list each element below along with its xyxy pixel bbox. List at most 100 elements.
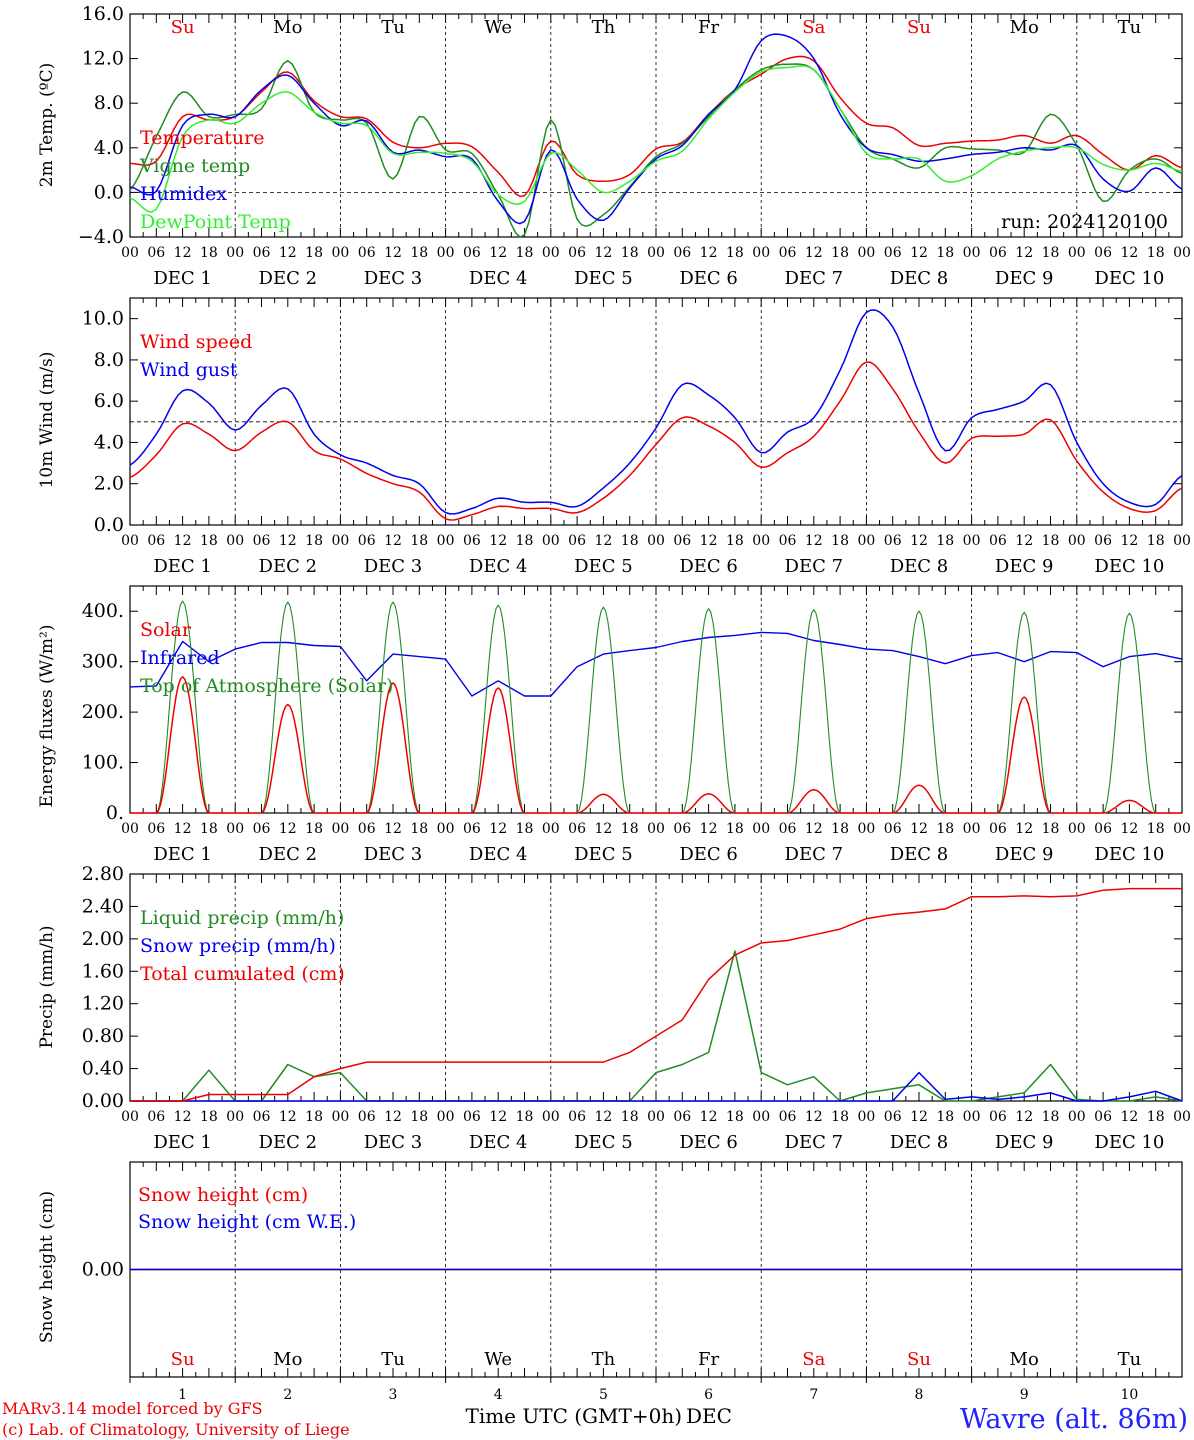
- x-hour-label: 00: [752, 1109, 770, 1125]
- x-hour-label: 18: [1042, 821, 1060, 837]
- x-hour-label: 12: [489, 245, 507, 261]
- x-hour-label: 12: [910, 1109, 928, 1125]
- x-hour-label: 00: [647, 245, 665, 261]
- x-hour-label: 12: [910, 245, 928, 261]
- x-hour-label: 00: [752, 245, 770, 261]
- x-hour-label: 12: [805, 1109, 823, 1125]
- plot-frame: [129, 13, 1183, 238]
- x-date-label: DEC 6: [679, 844, 738, 865]
- x-hour-label: 18: [1147, 533, 1165, 549]
- weekday-label: We: [484, 17, 512, 38]
- x-date-label: DEC 8: [890, 556, 949, 577]
- x-hour-label: 06: [463, 821, 481, 837]
- x-hour-label: 12: [384, 1109, 402, 1125]
- x-date-label: DEC 2: [259, 844, 318, 865]
- x-hour-label: 06: [147, 821, 165, 837]
- x-hour-label: 18: [1042, 1109, 1060, 1125]
- x-hour-label: 12: [594, 533, 612, 549]
- y-tick-label: 2.0: [94, 473, 124, 495]
- x-hour-label: 18: [410, 821, 428, 837]
- x-hour-label: 00: [857, 533, 875, 549]
- weekday-label: Sa: [802, 17, 825, 38]
- energy-panel: 0. 100. 200. 300. 400. 00 06 12 18 DEC 1 00 06 12 18 D…: [82, 585, 1191, 865]
- x-date-label: DEC 9: [995, 556, 1054, 577]
- x-date-label: DEC 4: [469, 268, 528, 289]
- wind-y-label: 10m Wind (m/s): [37, 352, 57, 489]
- x-hour-label: 12: [279, 821, 297, 837]
- x-hour-label: 06: [989, 1109, 1007, 1125]
- snow-y-label: Snow height (cm): [37, 1191, 57, 1343]
- y-tick-label: 2.40: [82, 895, 124, 917]
- x-date-label: DEC 2: [259, 556, 318, 577]
- x-hour-label: 18: [621, 533, 639, 549]
- x-day-number: 3: [389, 1387, 398, 1403]
- x-date-label: DEC 1: [153, 556, 212, 577]
- legend-liquid-precip: Liquid precip (mm/h): [140, 907, 344, 929]
- x-hour-label: 18: [516, 533, 534, 549]
- x-hour-label: 00: [647, 821, 665, 837]
- x-hour-label: 18: [305, 821, 323, 837]
- legend-snow-precip: Snow precip (mm/h): [140, 935, 336, 957]
- legend-toa-solar: Top of Atmosphere (Solar): [140, 675, 393, 697]
- precip-y-label: Precip (mm/h): [37, 925, 57, 1048]
- x-hour-label: 18: [305, 1109, 323, 1125]
- x-hour-label: 06: [463, 533, 481, 549]
- x-hour-label: 12: [594, 245, 612, 261]
- x-hour-label: 12: [1120, 533, 1138, 549]
- x-date-label: DEC 5: [574, 556, 633, 577]
- x-hour-label: 06: [358, 1109, 376, 1125]
- y-tick-label: 10.0: [82, 308, 124, 330]
- y-tick-label: 12.0: [82, 48, 124, 70]
- x-date-label: DEC 1: [153, 1132, 212, 1153]
- x-hour-label: 12: [594, 1109, 612, 1125]
- x-hour-label: 18: [621, 245, 639, 261]
- x-hour-label: 00: [1173, 1109, 1191, 1125]
- x-hour-label: 00: [1173, 821, 1191, 837]
- model-credit: MARv3.14 model forced by GFS: [2, 1399, 263, 1418]
- x-hour-label: 18: [621, 821, 639, 837]
- series-line-dewpoint-temp: [129, 65, 1183, 213]
- x-hour-label: 00: [1173, 533, 1191, 549]
- x-hour-label: 18: [516, 1109, 534, 1125]
- x-hour-label: 18: [305, 533, 323, 549]
- x-hour-label: 06: [253, 1109, 271, 1125]
- x-hour-label: 12: [174, 245, 192, 261]
- x-hour-label: 06: [568, 533, 586, 549]
- x-hour-label: 00: [542, 533, 560, 549]
- series-line-vigne-temp: [129, 60, 1183, 238]
- x-hour-label: 06: [568, 1109, 586, 1125]
- x-hour-label: 18: [200, 533, 218, 549]
- x-date-label: DEC 6: [679, 268, 738, 289]
- x-hour-label: 06: [673, 1109, 691, 1125]
- x-hour-label: 12: [1015, 533, 1033, 549]
- y-tick-label: 2.80: [82, 863, 124, 885]
- temperature-y-label: 2m Temp. (ºC): [37, 63, 57, 188]
- x-date-label: DEC 3: [364, 844, 423, 865]
- y-tick-label: 6.0: [94, 390, 124, 412]
- x-date-label: DEC 7: [785, 844, 844, 865]
- x-hour-label: 00: [331, 533, 349, 549]
- series-line-total-cumulated-cm: [130, 887, 1182, 1102]
- legend-snow-height: Snow height (cm): [138, 1184, 308, 1206]
- x-hour-label: 06: [253, 245, 271, 261]
- x-day-number: 2: [283, 1387, 292, 1403]
- weekday-label: Fr: [698, 1349, 719, 1370]
- weekday-label: We: [484, 1349, 512, 1370]
- x-hour-label: 12: [279, 1109, 297, 1125]
- x-hour-label: 00: [1068, 1109, 1086, 1125]
- x-day-number: 7: [809, 1387, 818, 1403]
- x-hour-label: 12: [1120, 821, 1138, 837]
- x-date-label: DEC 5: [574, 1132, 633, 1153]
- x-hour-label: 18: [305, 245, 323, 261]
- x-hour-label: 00: [437, 533, 455, 549]
- x-hour-label: 00: [963, 1109, 981, 1125]
- x-hour-label: 12: [805, 533, 823, 549]
- x-hour-label: 18: [936, 821, 954, 837]
- x-hour-label: 18: [1147, 245, 1165, 261]
- x-hour-label: 00: [437, 821, 455, 837]
- x-hour-label: 06: [779, 821, 797, 837]
- series-line-humidex: [129, 33, 1183, 225]
- x-hour-label: 12: [1015, 245, 1033, 261]
- x-hour-label: 00: [226, 1109, 244, 1125]
- x-hour-label: 06: [147, 533, 165, 549]
